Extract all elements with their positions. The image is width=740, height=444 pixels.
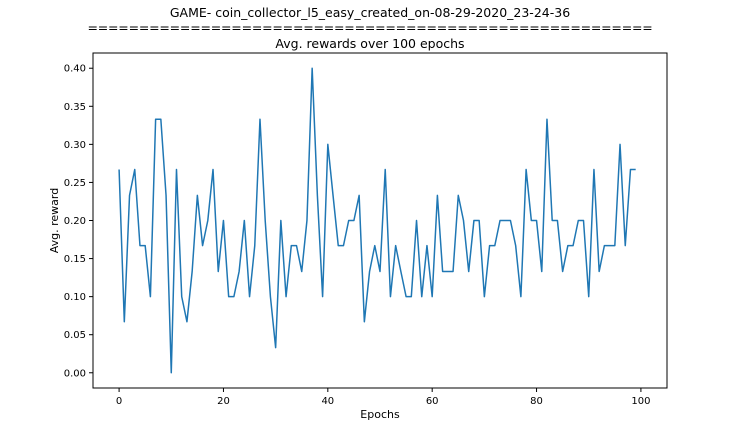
x-tick-label: 40 — [321, 396, 334, 407]
y-tick-label: 0.35 — [64, 102, 86, 113]
chart-title-separator: ========================================… — [87, 20, 653, 35]
x-axis: 0 20 40 60 80 100 — [116, 388, 650, 407]
series-line — [118, 67, 636, 374]
y-tick-label: 0.15 — [64, 254, 86, 265]
x-axis-label: Epochs — [360, 408, 400, 421]
x-tick-label: 60 — [426, 396, 439, 407]
x-tick-label: 100 — [631, 396, 650, 407]
chart-subtitle: Avg. rewards over 100 epochs — [275, 36, 465, 51]
y-tick-label: 0.25 — [64, 178, 86, 189]
y-tick-label: 0.00 — [64, 368, 86, 379]
x-tick-label: 80 — [530, 396, 543, 407]
y-tick-label: 0.20 — [64, 216, 86, 227]
y-tick-label: 0.05 — [64, 330, 86, 341]
x-tick-label: 20 — [217, 396, 230, 407]
y-tick-label: 0.10 — [64, 292, 86, 303]
y-tick-label: 0.30 — [64, 140, 86, 151]
x-tick-label: 0 — [116, 396, 122, 407]
chart-title: GAME- coin_collector_l5_easy_created_on-… — [169, 5, 571, 20]
y-axis-label: Avg. reward — [48, 188, 61, 253]
y-tick-label: 0.40 — [64, 64, 86, 75]
y-axis: 0.00 0.05 0.10 0.15 0.20 0.25 0.30 0.35 0.40 — [64, 64, 93, 379]
